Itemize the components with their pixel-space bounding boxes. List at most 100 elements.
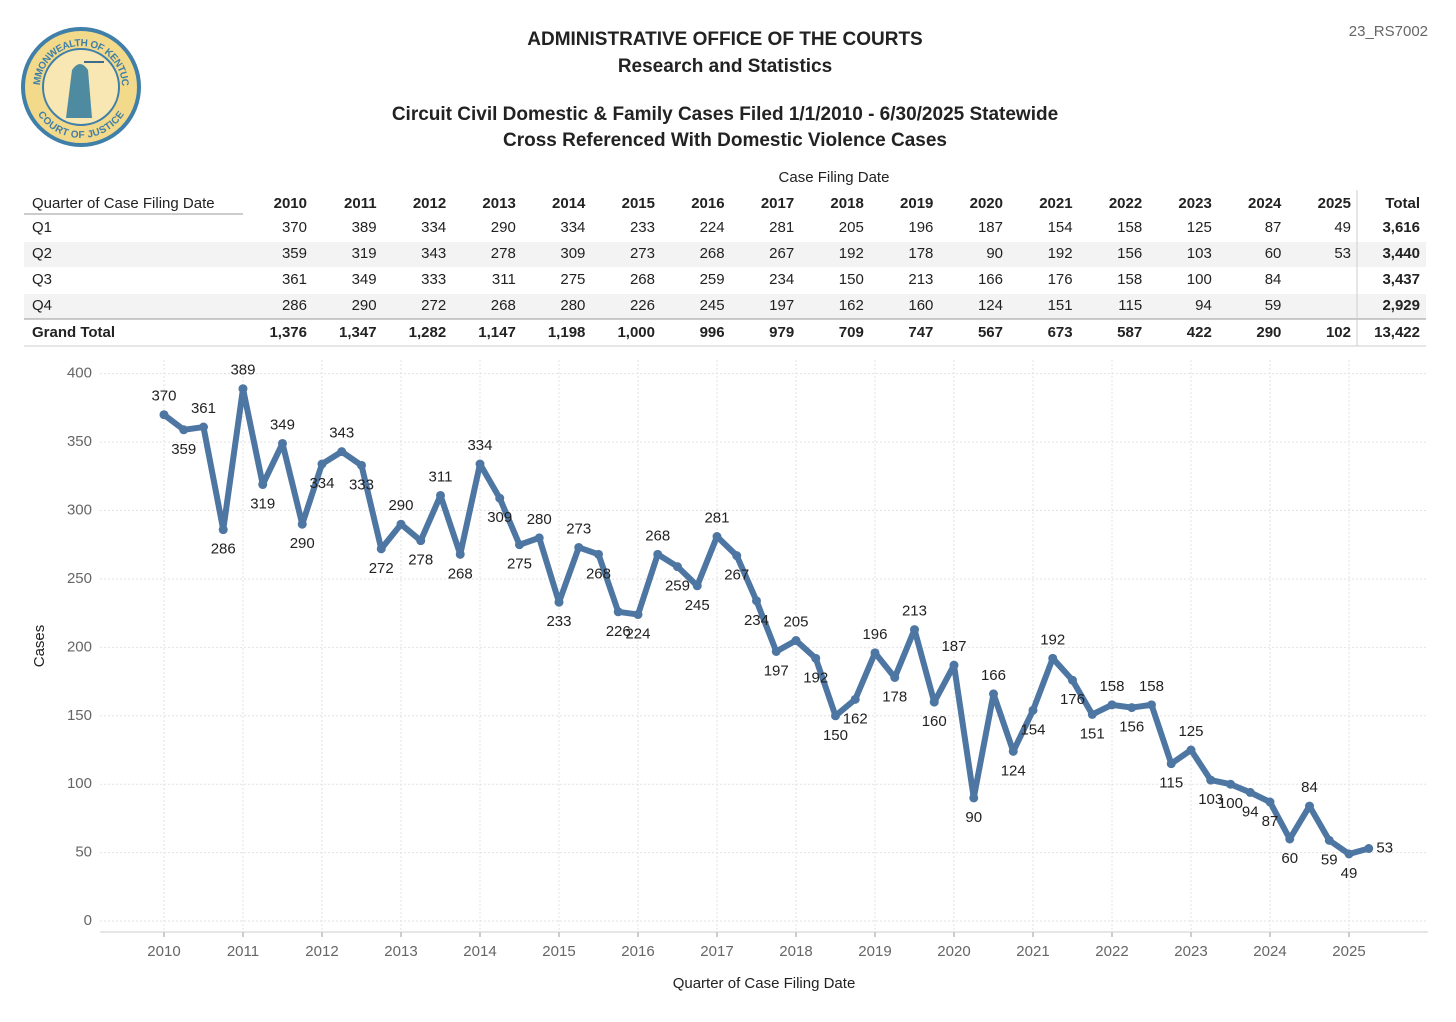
data-label: 166 bbox=[981, 667, 1006, 684]
header-title: ADMINISTRATIVE OFFICE OF THE COURTS bbox=[527, 29, 922, 50]
x-tick-label: 2012 bbox=[305, 943, 338, 960]
line bbox=[162, 385, 1370, 857]
data-label: 268 bbox=[448, 565, 473, 582]
data-label: 349 bbox=[270, 416, 295, 433]
point bbox=[988, 689, 998, 699]
row-shade bbox=[24, 294, 1426, 319]
x-tick-label: 2018 bbox=[779, 943, 812, 960]
y-tick-label: 150 bbox=[67, 707, 92, 724]
table-cell: 290 bbox=[1256, 324, 1281, 341]
table-cell: 102 bbox=[1326, 324, 1351, 341]
data-label: 100 bbox=[1218, 795, 1243, 812]
point bbox=[554, 597, 564, 607]
point bbox=[514, 540, 524, 550]
data-label: 59 bbox=[1321, 851, 1338, 868]
data-label: 160 bbox=[922, 713, 947, 730]
table-cell: 224 bbox=[700, 219, 725, 236]
column-header: 2013 bbox=[482, 195, 515, 212]
point bbox=[811, 653, 821, 663]
data-label: 49 bbox=[1341, 865, 1358, 882]
point bbox=[1304, 801, 1314, 811]
table-cell: 275 bbox=[560, 271, 585, 288]
table-cell: 334 bbox=[421, 219, 446, 236]
data-label: 124 bbox=[1001, 762, 1026, 779]
table-cell: 3,440 bbox=[1382, 245, 1420, 262]
table-cell: 259 bbox=[700, 271, 725, 288]
x-tick-label: 2017 bbox=[700, 943, 733, 960]
table-cell: 709 bbox=[839, 324, 864, 341]
table-cell: 273 bbox=[630, 245, 655, 262]
data-label: 176 bbox=[1060, 691, 1085, 708]
data-label: 343 bbox=[329, 425, 354, 442]
data-label: 275 bbox=[507, 556, 532, 573]
table-cell: 349 bbox=[352, 271, 377, 288]
point bbox=[870, 648, 880, 658]
table-cell: 87 bbox=[1265, 219, 1282, 236]
point bbox=[1028, 705, 1038, 715]
point bbox=[475, 459, 485, 469]
data-label: 154 bbox=[1020, 721, 1045, 738]
data-label: 280 bbox=[527, 511, 552, 528]
table-cell: 290 bbox=[352, 297, 377, 314]
table-cell: 3,437 bbox=[1382, 271, 1420, 288]
row-shade bbox=[24, 242, 1426, 267]
table-cell: 124 bbox=[978, 297, 1003, 314]
column-header: Total bbox=[1385, 195, 1420, 212]
y-tick-label: 350 bbox=[67, 433, 92, 450]
table-cell: 1,282 bbox=[409, 324, 447, 341]
point bbox=[672, 562, 682, 572]
point bbox=[534, 533, 544, 543]
data-label: 53 bbox=[1376, 839, 1393, 856]
data-label: 290 bbox=[388, 497, 413, 514]
data-label: 278 bbox=[408, 552, 433, 569]
point bbox=[198, 422, 208, 432]
x-tick-label: 2019 bbox=[858, 943, 891, 960]
point bbox=[791, 636, 801, 646]
column-header: 2016 bbox=[691, 195, 724, 212]
point bbox=[593, 549, 603, 559]
point bbox=[179, 425, 189, 435]
data-label: 158 bbox=[1139, 678, 1164, 695]
table-cell: 13,422 bbox=[1374, 324, 1420, 341]
data-label: 370 bbox=[151, 388, 176, 405]
row-label: Q4 bbox=[32, 297, 52, 314]
point bbox=[1107, 700, 1117, 710]
point bbox=[1146, 700, 1156, 710]
point bbox=[435, 490, 445, 500]
data-label: 187 bbox=[941, 638, 966, 655]
table-cell: 125 bbox=[1187, 219, 1212, 236]
table-cell: 234 bbox=[769, 271, 794, 288]
table-cell: 154 bbox=[1048, 219, 1073, 236]
point bbox=[732, 551, 742, 561]
data-label: 158 bbox=[1099, 678, 1124, 695]
table-cell: 100 bbox=[1187, 271, 1212, 288]
table-cell: 156 bbox=[1117, 245, 1142, 262]
data-label: 178 bbox=[882, 688, 907, 705]
y-tick-label: 200 bbox=[67, 638, 92, 655]
point bbox=[850, 694, 860, 704]
data-label: 334 bbox=[309, 475, 334, 492]
data-label: 281 bbox=[704, 509, 729, 526]
table-cell: 280 bbox=[560, 297, 585, 314]
point bbox=[337, 447, 347, 457]
point bbox=[633, 610, 643, 620]
point bbox=[771, 646, 781, 656]
table-cell: 187 bbox=[978, 219, 1003, 236]
x-tick-label: 2021 bbox=[1016, 943, 1049, 960]
point bbox=[1008, 746, 1018, 756]
point bbox=[1067, 675, 1077, 685]
point bbox=[929, 697, 939, 707]
column-header: 2018 bbox=[830, 195, 863, 212]
y-tick-label: 300 bbox=[67, 501, 92, 518]
row-label: Q1 bbox=[32, 219, 52, 236]
seal: COMMONWEALTH OF KENTUCKY COURT OF JUSTIC… bbox=[0, 0, 141, 147]
point bbox=[574, 542, 584, 552]
point bbox=[909, 625, 919, 635]
data-label: 150 bbox=[823, 727, 848, 744]
table-cell: 151 bbox=[1048, 297, 1073, 314]
data-label: 192 bbox=[803, 669, 828, 686]
point bbox=[1087, 709, 1097, 719]
table-cell: 311 bbox=[492, 271, 516, 288]
point bbox=[969, 793, 979, 803]
point bbox=[455, 549, 465, 559]
